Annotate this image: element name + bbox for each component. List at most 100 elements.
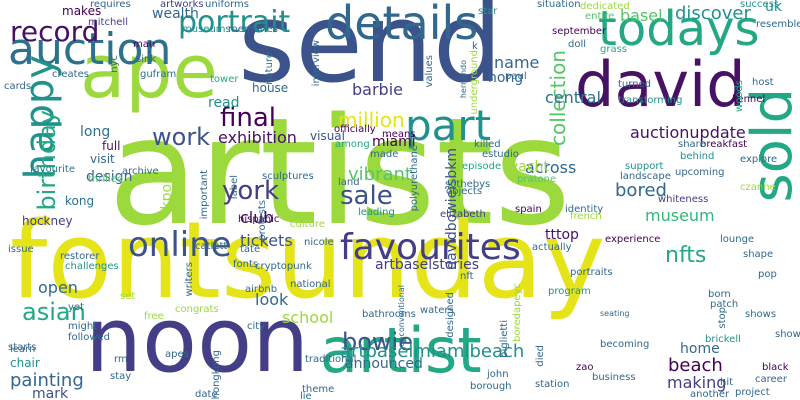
word-stay: stay — [110, 371, 132, 382]
word-shows: shows — [745, 309, 777, 320]
word-hernando: hernando — [459, 60, 468, 99]
word-landscape: landscape — [620, 171, 671, 182]
word-auctionupdate: auctionupdate — [630, 123, 746, 142]
word-died: died — [535, 345, 546, 367]
word-sculptures: sculptures — [262, 171, 314, 182]
word-visual: visual — [310, 129, 345, 143]
word-starts: starts — [8, 342, 37, 353]
word-another: another — [690, 389, 730, 400]
word-kennel: kennel — [732, 94, 766, 105]
word-learn: learn — [10, 344, 36, 355]
word-career: career — [755, 374, 787, 385]
word-rm: rm — [114, 354, 128, 365]
word-might: might — [68, 321, 98, 332]
word-man: man — [133, 39, 156, 50]
word-auction: auction — [8, 24, 172, 75]
word-behind: behind — [680, 151, 715, 162]
word-traditional: traditional — [305, 354, 357, 365]
word-york: york — [222, 176, 280, 206]
word-todays: todays — [598, 1, 760, 57]
word-hong: hong — [488, 70, 524, 86]
word-sothebys: sothebys — [445, 179, 491, 190]
word-leading: leading — [358, 207, 395, 218]
word-yacht: yacht — [510, 159, 549, 175]
word-gufram: gufram — [140, 69, 177, 80]
word-business: business — [592, 372, 636, 383]
word-identity: identity — [565, 204, 604, 215]
word-open: open — [38, 278, 78, 297]
word-artist: artist — [320, 314, 482, 387]
word-birthday: birthday — [33, 110, 61, 211]
word-elizabeth: elizabeth — [440, 209, 486, 220]
word-discover: discover — [675, 3, 751, 24]
word-city: city — [247, 321, 266, 332]
word-beach: beach — [668, 355, 723, 376]
word-barbie: barbie — [352, 80, 403, 99]
word-hit: hit — [720, 377, 734, 388]
word-details: details — [325, 0, 479, 50]
word-polyurethane: polyurethane — [409, 145, 420, 212]
word-museums: museums — [182, 24, 231, 35]
word-support: support — [625, 161, 664, 172]
word-bored: bored — [615, 180, 667, 201]
word-share: share — [678, 139, 706, 150]
word-pop: pop — [758, 269, 777, 280]
word-czanne: czanne — [740, 182, 776, 193]
word-chair: chair — [10, 356, 40, 370]
word-catlett: catlett — [195, 241, 228, 252]
word-killed: killed — [474, 139, 501, 150]
word-cards: cards — [4, 81, 32, 92]
word-black: black — [762, 362, 789, 373]
word-upcoming: upcoming — [675, 167, 725, 178]
word-unconventional: unconventional — [397, 285, 406, 347]
word-boredapeyc: boredapeyc — [512, 283, 523, 342]
word-nyc: nyc — [109, 55, 120, 73]
word-zao: zao — [576, 362, 594, 373]
word-protests: protests — [257, 200, 268, 241]
word-experience: experience — [605, 234, 661, 245]
word-program: program — [548, 286, 591, 297]
word-full: full — [102, 139, 121, 153]
word-bowie: bowie — [342, 328, 413, 356]
word-nature: nature — [264, 52, 275, 85]
word-nft: nft — [460, 271, 474, 282]
word-challenges: challenges — [65, 261, 119, 272]
word-important: important — [199, 170, 210, 220]
word-kpop: kpop — [159, 175, 175, 210]
word-mark: mark — [32, 386, 69, 400]
word-restorer: restorer — [60, 251, 100, 262]
word-officially: officially — [334, 124, 376, 135]
word-national: national — [290, 279, 331, 290]
word-stop: stop — [717, 307, 728, 329]
word-land: land — [338, 177, 360, 188]
word-million: million — [338, 108, 405, 132]
word-miami: miami — [372, 134, 416, 150]
word-success: success — [740, 0, 780, 10]
word-john: john — [487, 369, 509, 380]
word-spain: spain — [515, 204, 542, 215]
word-resembles: resembles — [756, 19, 800, 30]
word-culture: culture — [290, 219, 325, 230]
word-seating: seating — [600, 309, 630, 318]
word-objects: objects — [446, 186, 483, 197]
word-favourite: favourite — [30, 164, 75, 175]
word-explore: explore — [740, 154, 778, 165]
word-episode: episode — [462, 161, 502, 172]
word-central: central — [545, 88, 601, 107]
word-vibrant: vibrant — [348, 164, 412, 185]
word-ape: ape — [80, 29, 218, 115]
word-making: making — [667, 373, 727, 392]
word-brickell: brickell — [705, 334, 741, 345]
word-star: star — [478, 6, 498, 17]
word-project: project — [735, 387, 770, 398]
word-uk: uk — [765, 0, 782, 15]
word-wealth: wealth — [152, 6, 199, 22]
word-free: free — [144, 311, 164, 322]
word-congrats: congrats — [175, 304, 219, 315]
word-made: made — [370, 149, 399, 160]
word-among: among — [335, 139, 370, 150]
word-read: read — [208, 95, 240, 111]
word-bathrooms: bathrooms — [362, 309, 416, 320]
word-apes: apes — [165, 349, 189, 360]
